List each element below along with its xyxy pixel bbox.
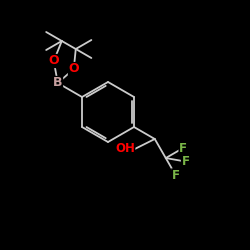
Text: F: F bbox=[179, 142, 187, 154]
Text: F: F bbox=[182, 155, 190, 168]
Text: O: O bbox=[68, 62, 79, 76]
Text: F: F bbox=[172, 169, 180, 182]
Text: O: O bbox=[48, 54, 59, 68]
Text: B: B bbox=[53, 76, 62, 90]
Text: OH: OH bbox=[115, 142, 135, 156]
